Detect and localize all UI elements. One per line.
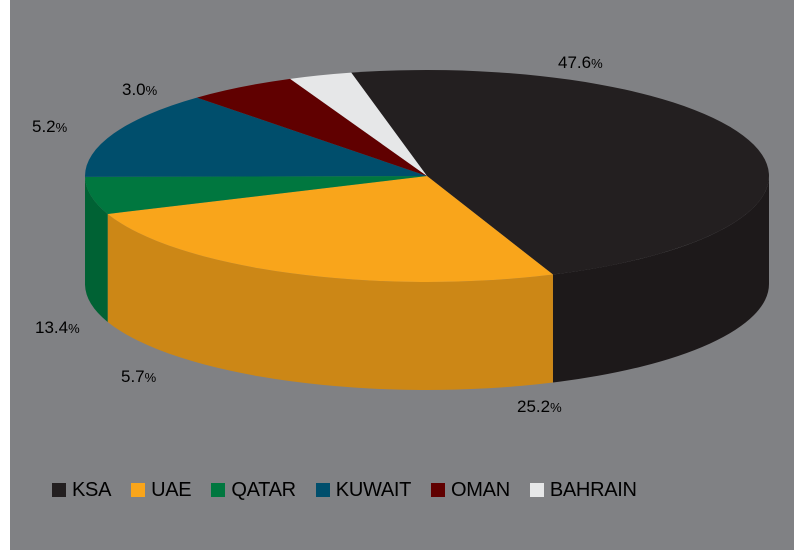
pie-data-labels: 47.6% 25.2% 5.7% 13.4% 5.2% 3.0% [32, 53, 603, 416]
legend-label-ksa: KSA [72, 478, 112, 501]
data-label-oman: 5.2% [32, 117, 68, 136]
legend-label-oman: OMAN [451, 478, 510, 501]
pie-slice-oman [196, 78, 427, 176]
legend-label-qatar: QATAR [231, 478, 296, 501]
pie-side-uae [107, 213, 553, 390]
chart-legend: KSA UAE QATAR KUWAIT OMAN BAHRAIN [52, 478, 657, 502]
pie-side-qatar [85, 176, 108, 322]
legend-item-kuwait: KUWAIT [315, 478, 412, 502]
legend-item-oman: OMAN [431, 479, 510, 502]
legend-label-kuwait: KUWAIT [335, 478, 412, 501]
pie-side-ksa [552, 176, 769, 383]
data-label-qatar: 5.7% [121, 367, 157, 386]
legend-item-ksa: KSA [52, 479, 111, 502]
pie-slice-bahrain [290, 72, 427, 176]
legend-swatch-bahrain [529, 483, 544, 497]
pie-sides [85, 176, 769, 390]
legend-item-bahrain: BAHRAIN [529, 478, 637, 502]
pie-slice-uae [107, 176, 553, 282]
legend-swatch-kuwait [315, 483, 330, 497]
pie-slice-kuwait [85, 97, 427, 177]
legend-swatch-ksa [52, 483, 66, 497]
legend-label-bahrain: BAHRAIN [549, 478, 637, 501]
data-label-ksa: 47.6% [558, 53, 603, 72]
legend-swatch-oman [431, 483, 446, 497]
pie-slice-qatar [85, 176, 427, 214]
legend-swatch-qatar [211, 483, 226, 497]
pie-slice-ksa [351, 70, 769, 275]
pie-top-slices [85, 70, 769, 282]
legend-label-uae: UAE [151, 478, 192, 501]
legend-swatch-uae [131, 483, 146, 497]
data-label-uae: 25.2% [517, 397, 562, 416]
data-label-kuwait: 13.4% [35, 318, 80, 337]
legend-item-qatar: QATAR [211, 478, 296, 502]
data-label-bahrain: 3.0% [122, 80, 158, 99]
legend-item-uae: UAE [131, 478, 192, 502]
